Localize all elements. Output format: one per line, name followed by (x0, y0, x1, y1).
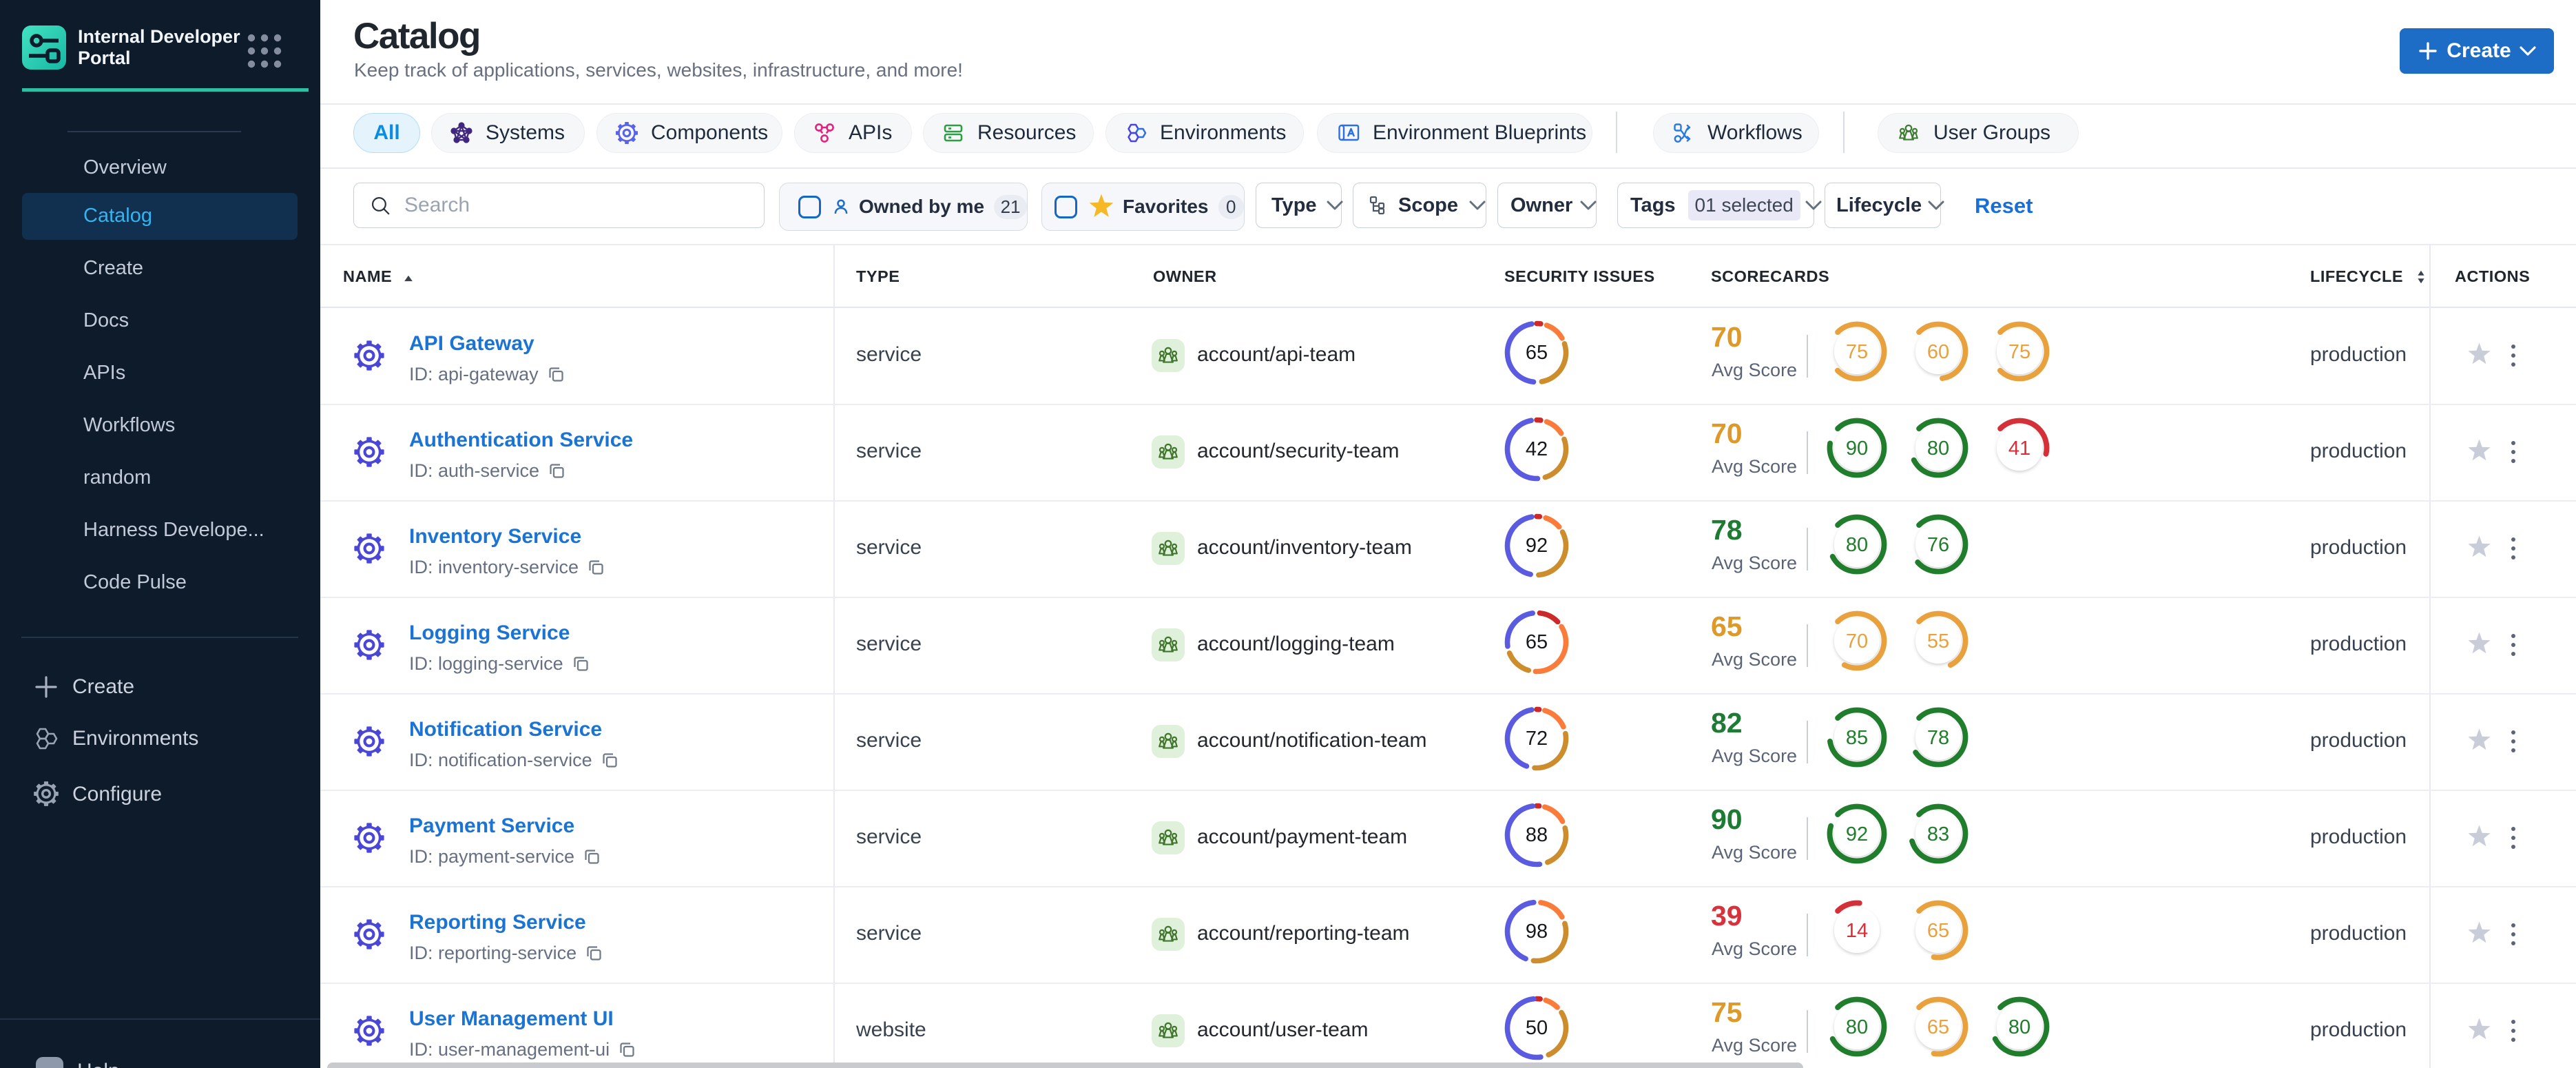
svg-text:70: 70 (1846, 630, 1868, 653)
svg-text:80: 80 (2008, 1016, 2030, 1038)
svg-text:65: 65 (1927, 1016, 1949, 1038)
svg-text:92: 92 (1846, 823, 1868, 845)
svg-text:14: 14 (1846, 920, 1868, 942)
svg-text:75: 75 (1846, 341, 1868, 363)
svg-text:65: 65 (1526, 342, 1548, 364)
svg-text:78: 78 (1927, 727, 1949, 749)
svg-text:42: 42 (1526, 438, 1548, 460)
svg-text:75: 75 (2008, 341, 2030, 363)
svg-text:60: 60 (1927, 341, 1949, 363)
svg-text:65: 65 (1927, 920, 1949, 942)
svg-text:98: 98 (1526, 921, 1548, 943)
svg-text:41: 41 (2008, 438, 2030, 460)
svg-text:65: 65 (1526, 631, 1548, 653)
svg-text:80: 80 (1927, 438, 1949, 460)
svg-text:85: 85 (1846, 727, 1868, 749)
svg-text:80: 80 (1846, 534, 1868, 556)
svg-text:90: 90 (1846, 438, 1868, 460)
svg-text:92: 92 (1526, 535, 1548, 557)
svg-text:80: 80 (1846, 1016, 1868, 1038)
svg-text:88: 88 (1526, 824, 1548, 846)
svg-text:50: 50 (1526, 1017, 1548, 1039)
svg-text:55: 55 (1927, 630, 1949, 653)
svg-text:76: 76 (1927, 534, 1949, 556)
svg-text:72: 72 (1526, 728, 1548, 750)
svg-text:83: 83 (1927, 823, 1949, 845)
